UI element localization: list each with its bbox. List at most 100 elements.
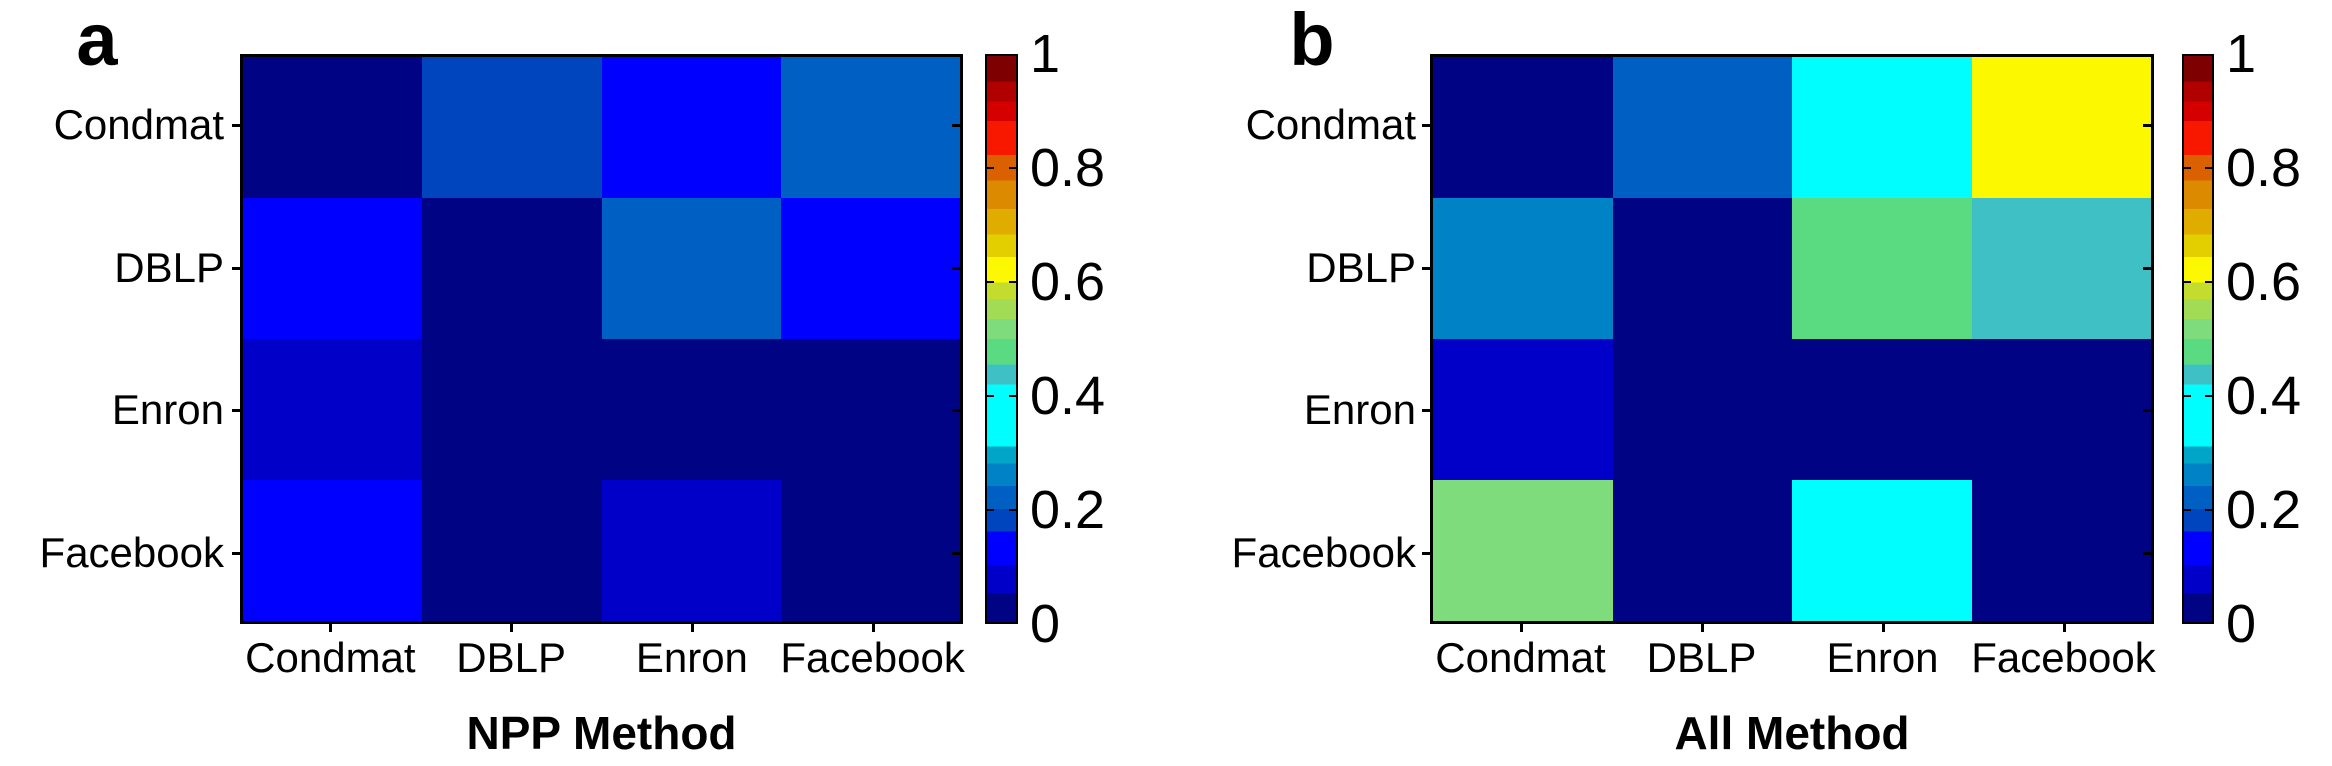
x-tick-label: Condmat bbox=[1435, 634, 1606, 681]
heatmap-cell bbox=[243, 339, 423, 480]
colorbar-tick bbox=[1009, 281, 1016, 283]
heatmap-cell bbox=[1612, 198, 1792, 339]
heatmap-cell bbox=[1792, 198, 1972, 339]
colorbar-tick-label: 0.8 bbox=[2226, 138, 2302, 198]
colorbar-tick bbox=[2205, 509, 2212, 511]
colorbar-tick bbox=[2205, 167, 2212, 169]
y-axis-tick bbox=[1422, 409, 1430, 413]
x-axis-tick bbox=[1519, 624, 1523, 632]
y-axis-tick-right bbox=[2143, 551, 2151, 555]
y-axis-tick-right bbox=[952, 124, 960, 128]
heatmap-cell bbox=[422, 57, 602, 198]
heatmap-b bbox=[1430, 54, 2154, 624]
heatmap-cell bbox=[1792, 57, 1972, 198]
y-tick-label: Facebook bbox=[39, 528, 224, 576]
y-axis-tick bbox=[232, 124, 240, 128]
heatmap-cell bbox=[1612, 480, 1792, 621]
colorbar-tick bbox=[2184, 167, 2191, 169]
colorbar-tick bbox=[1009, 509, 1016, 511]
y-axis-tick bbox=[232, 409, 240, 413]
colorbar-tick bbox=[1009, 167, 1016, 169]
colorbar-tick-label: 0 bbox=[1030, 594, 1061, 654]
colorbar-tick bbox=[2184, 281, 2191, 283]
y-tick-label: Enron bbox=[1303, 386, 1416, 434]
colorbar-tick-label: 1 bbox=[2226, 24, 2257, 84]
heatmap-cell bbox=[1971, 339, 2151, 480]
heatmap-cell bbox=[1433, 198, 1613, 339]
y-axis-tick-right bbox=[952, 551, 960, 555]
heatmap-cell bbox=[780, 198, 960, 339]
x-tick-label: Enron bbox=[635, 634, 748, 681]
heatmap-cell bbox=[780, 57, 960, 198]
y-axis-tick bbox=[1422, 551, 1430, 555]
x-axis-tick bbox=[2062, 624, 2066, 632]
heatmap-cell bbox=[243, 198, 423, 339]
colorbar-tick bbox=[2205, 281, 2212, 283]
heatmap-cell bbox=[1433, 339, 1613, 480]
x-axis-tick bbox=[329, 624, 333, 632]
x-axis-title-a: NPP Method bbox=[466, 707, 737, 759]
heatmap-cell bbox=[1612, 57, 1792, 198]
colorbar-tick-label: 0 bbox=[2226, 594, 2257, 654]
colorbar-tick bbox=[987, 395, 994, 397]
heatmap-cell bbox=[780, 339, 960, 480]
heatmap-cell bbox=[422, 339, 602, 480]
x-axis-title-b: All Method bbox=[1674, 707, 1910, 759]
colorbar-tick bbox=[2184, 509, 2191, 511]
y-tick-label: Condmat bbox=[53, 101, 224, 149]
colorbar-tick-label: 0.4 bbox=[2226, 366, 2302, 426]
y-tick-label: Enron bbox=[111, 386, 224, 434]
heatmap-cell bbox=[601, 480, 781, 621]
heatmap-cell bbox=[422, 198, 602, 339]
y-axis-tick-right bbox=[2143, 409, 2151, 413]
colorbar-a bbox=[985, 54, 1018, 624]
x-tick-label: Enron bbox=[1826, 634, 1939, 681]
x-tick-label: DBLP bbox=[456, 634, 566, 681]
colorbar-tick-label: 0.4 bbox=[1030, 366, 1106, 426]
colorbar-b bbox=[2182, 54, 2214, 624]
heatmap-cell bbox=[601, 339, 781, 480]
x-tick-label: DBLP bbox=[1646, 634, 1757, 681]
y-axis-tick-right bbox=[2143, 266, 2151, 270]
colorbar-tick bbox=[987, 509, 994, 511]
heatmap-cell bbox=[1433, 57, 1613, 198]
x-tick-label: Facebook bbox=[1971, 634, 2156, 681]
y-tick-label: Condmat bbox=[1245, 101, 1416, 149]
y-axis-tick bbox=[1422, 266, 1430, 270]
colorbar-tick bbox=[2184, 395, 2191, 397]
heatmap-cell bbox=[422, 480, 602, 621]
colorbar-tick bbox=[987, 281, 994, 283]
heatmap-cell bbox=[1971, 57, 2151, 198]
heatmap-cell bbox=[243, 480, 423, 621]
heatmap-a bbox=[240, 54, 963, 624]
heatmap-cell bbox=[243, 57, 423, 198]
heatmap-cell bbox=[780, 480, 960, 621]
y-tick-label: Facebook bbox=[1231, 528, 1416, 576]
heatmap-cell bbox=[1433, 480, 1613, 621]
y-axis-tick bbox=[1422, 124, 1430, 128]
y-tick-label: DBLP bbox=[1306, 243, 1416, 291]
x-axis-tick bbox=[510, 624, 514, 632]
panel-letter-b: b bbox=[1289, 0, 1335, 81]
colorbar-tick bbox=[2205, 395, 2212, 397]
x-axis-tick bbox=[690, 624, 694, 632]
colorbar-tick bbox=[1009, 395, 1016, 397]
colorbar-tick-label: 0.6 bbox=[1030, 252, 1106, 312]
heatmap-cell bbox=[1971, 480, 2151, 621]
x-tick-label: Condmat bbox=[245, 634, 416, 681]
y-axis-tick bbox=[232, 266, 240, 270]
y-axis-tick-right bbox=[952, 266, 960, 270]
colorbar-tick bbox=[987, 167, 994, 169]
y-axis-tick bbox=[232, 551, 240, 555]
y-axis-tick-right bbox=[952, 409, 960, 413]
x-axis-tick bbox=[871, 624, 875, 632]
heatmap-cell bbox=[1792, 339, 1972, 480]
panel-letter-a: a bbox=[76, 0, 118, 81]
heatmap-cell bbox=[1971, 198, 2151, 339]
y-tick-label: DBLP bbox=[114, 243, 224, 291]
x-axis-tick bbox=[1881, 624, 1885, 632]
colorbar-tick-label: 0.8 bbox=[1030, 138, 1106, 198]
heatmap-cell bbox=[1612, 339, 1792, 480]
x-axis-tick bbox=[1700, 624, 1704, 632]
x-tick-label: Facebook bbox=[780, 634, 965, 681]
